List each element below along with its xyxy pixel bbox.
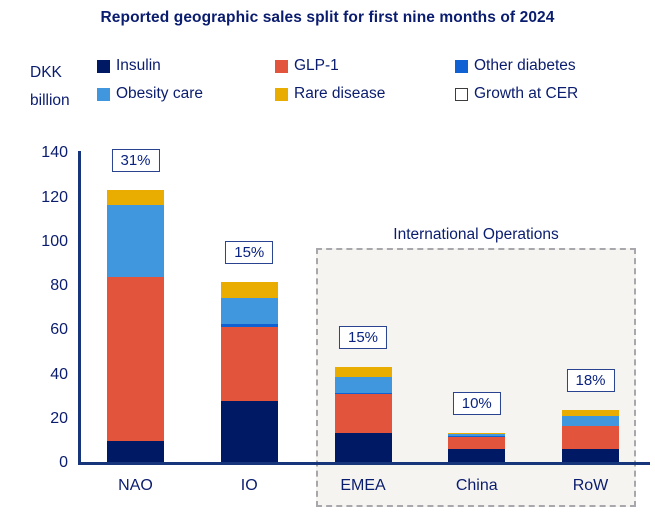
chart-title: Reported geographic sales split for firs… [100, 9, 555, 26]
y-axis-line [78, 151, 81, 465]
legend: Insulin GLP-1 Other diabetes Obesity care Ra… [97, 57, 655, 102]
other-diabetes-swatch-icon [455, 59, 468, 73]
x-axis-label-emea: EMEA [340, 477, 386, 494]
x-axis-label-nao: NAO [118, 477, 153, 494]
bar-segment-row-glp-1 [562, 426, 619, 449]
bar-segment-emea-other-diabetes [334, 392, 392, 394]
y-axis-unit-line1: DKK [30, 64, 62, 81]
legend-label: Insulin [116, 57, 161, 74]
x-axis-line [78, 462, 650, 465]
bar-segment-nao-obesity-care [107, 204, 164, 278]
bar-segment-china-insulin [448, 448, 506, 463]
legend-item-other-diabetes: Other diabetes [455, 57, 655, 74]
legend-label: Rare disease [294, 85, 386, 102]
bar-segment-china-other-diabetes [448, 435, 506, 437]
bar-segment-row-rare-disease [562, 410, 619, 417]
legend-label: Growth at CER [474, 85, 579, 102]
legend-label: GLP-1 [294, 57, 339, 74]
growth-label-emea: 15% [338, 326, 388, 350]
y-axis-tick-120: 120 [41, 188, 68, 206]
y-axis-tick-100: 100 [41, 232, 68, 250]
legend-item-obesity-care: Obesity care [97, 85, 275, 102]
bar-segment-nao-glp-1 [107, 277, 164, 441]
bar-segment-row-obesity-care [562, 416, 619, 427]
y-axis-tick-140: 140 [41, 144, 68, 162]
legend-item-rare-disease: Rare disease [275, 85, 455, 102]
obesity-care-swatch-icon [97, 87, 110, 101]
bar-segment-emea-glp-1 [334, 393, 392, 434]
bar-segment-emea-insulin [334, 433, 392, 463]
international-operations-label: International Operations [393, 226, 559, 243]
legend-item-growth-at-cer: Growth at CER [455, 85, 655, 102]
x-axis-label-china: China [455, 477, 498, 494]
legend-label: Other diabetes [474, 57, 576, 74]
bar-segment-row-insulin [562, 448, 619, 463]
bar-segment-china-glp-1 [448, 436, 506, 449]
bar-segment-china-obesity-care [448, 434, 506, 436]
bar-segment-china-rare-disease [448, 432, 506, 435]
bar-segment-emea-rare-disease [334, 367, 392, 377]
x-axis-label-io: IO [240, 477, 258, 494]
legend-label: Obesity care [116, 85, 204, 102]
growth-label-io: 15% [225, 241, 274, 265]
x-axis-label-row: RoW [572, 477, 609, 494]
growth-label-nao: 31% [111, 149, 160, 173]
bar-segment-io-other-diabetes [220, 323, 278, 327]
y-axis-tick-40: 40 [50, 365, 68, 383]
bar-segment-io-rare-disease [220, 282, 278, 298]
bar-segment-io-insulin [220, 401, 278, 463]
growth-label-row: 18% [566, 369, 615, 393]
rare-disease-swatch-icon [275, 87, 288, 101]
y-axis-tick-20: 20 [50, 409, 68, 427]
bar-segment-nao-insulin [107, 440, 164, 463]
legend-item-insulin: Insulin [97, 57, 275, 74]
y-axis-tick-80: 80 [50, 277, 68, 295]
y-axis-unit-line2: billion [30, 92, 70, 109]
legend-item-glp-1: GLP-1 [275, 57, 455, 74]
glp-1-swatch-icon [275, 59, 288, 73]
growth-at-cer-swatch-icon [455, 87, 468, 101]
insulin-swatch-icon [97, 59, 110, 73]
bar-segment-io-glp-1 [220, 326, 278, 402]
bar-segment-emea-obesity-care [334, 376, 392, 393]
y-axis-tick-60: 60 [50, 321, 68, 339]
y-axis-tick-0: 0 [59, 454, 68, 471]
bar-segment-nao-rare-disease [107, 190, 164, 205]
y-axis-unit: DKK billion [30, 59, 70, 115]
bar-segment-io-obesity-care [220, 297, 278, 324]
growth-label-china: 10% [452, 391, 501, 415]
